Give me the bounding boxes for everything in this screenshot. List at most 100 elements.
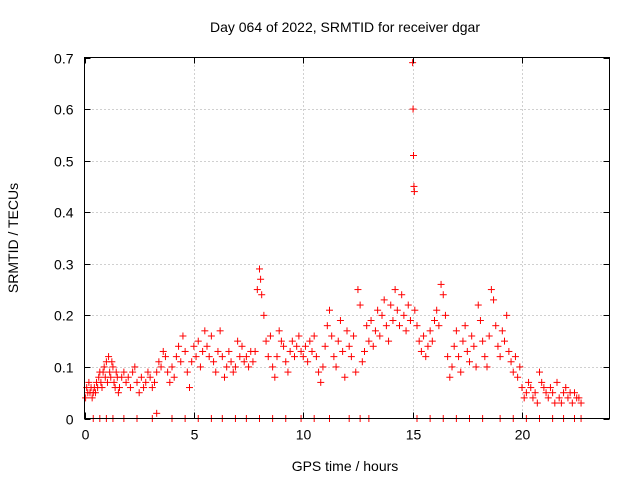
- data-point: [317, 378, 325, 386]
- data-point: [577, 399, 585, 407]
- data-point: [273, 353, 281, 361]
- tick-labels: 0 5 10 15 20 0 0.1 0.2 0.3 0.4 0.5 0.6 0.7: [54, 51, 530, 443]
- data-point: [380, 296, 388, 304]
- data-point: [159, 347, 167, 355]
- data-point: [95, 373, 103, 381]
- data-point: [98, 384, 106, 392]
- data-point: [531, 389, 539, 397]
- data-point: [245, 363, 253, 371]
- y-tick-label: 0.5: [54, 154, 74, 170]
- data-point: [238, 342, 246, 350]
- data-point: [410, 188, 418, 196]
- data-point: [538, 378, 546, 386]
- data-point: [109, 363, 117, 371]
- data-point: [431, 317, 438, 325]
- data-point: [433, 306, 441, 314]
- data-point: [153, 368, 161, 376]
- data-point: [367, 317, 375, 325]
- data-point: [393, 306, 401, 314]
- data-point: [544, 394, 552, 402]
- data-point: [282, 358, 290, 366]
- data-point: [306, 337, 314, 345]
- data-point: [404, 301, 412, 309]
- data-point: [106, 368, 114, 376]
- data-point: [336, 317, 344, 325]
- data-point: [140, 384, 148, 392]
- data-point: [476, 317, 484, 325]
- data-point: [249, 358, 257, 366]
- data-point: [82, 394, 90, 402]
- data-point: [91, 389, 99, 397]
- data-point: [376, 332, 384, 340]
- data-point: [391, 286, 399, 294]
- data-point: [522, 389, 530, 397]
- data-point: [129, 368, 137, 376]
- data-point: [266, 332, 274, 340]
- data-point: [216, 327, 224, 335]
- data-point: [490, 296, 498, 304]
- data-point: [161, 353, 169, 361]
- data-point: [343, 327, 351, 335]
- data-point: [100, 363, 108, 371]
- data-point: [133, 378, 141, 386]
- data-point: [183, 368, 191, 376]
- data-point: [242, 353, 250, 361]
- data-point: [97, 378, 105, 386]
- data-point: [361, 347, 368, 355]
- data-point: [188, 358, 196, 366]
- data-point: [363, 322, 371, 330]
- data-point: [518, 384, 526, 392]
- data-point: [107, 373, 115, 381]
- data-point: [120, 368, 128, 376]
- data-point: [511, 353, 519, 361]
- data-point: [234, 337, 242, 345]
- data-point: [201, 327, 209, 335]
- data-point: [485, 332, 493, 340]
- data-point: [452, 327, 460, 335]
- data-point: [291, 353, 298, 361]
- data-point: [501, 337, 508, 345]
- data-point: [319, 363, 327, 371]
- data-point: [236, 353, 244, 361]
- data-point: [463, 347, 471, 355]
- data-point: [269, 363, 277, 371]
- data-point: [385, 337, 393, 345]
- data-point: [122, 378, 130, 386]
- data-point: [422, 353, 430, 361]
- data-point: [262, 337, 270, 345]
- data-point: [498, 327, 506, 335]
- data-point: [214, 347, 222, 355]
- data-point: [536, 368, 543, 376]
- data-point: [280, 342, 288, 350]
- data-point: [400, 311, 408, 319]
- data-point: [297, 347, 305, 355]
- y-tick-label: 0.6: [54, 102, 74, 118]
- data-point: [474, 301, 482, 309]
- data-point: [251, 347, 259, 355]
- data-point: [256, 265, 263, 273]
- axis-ticks: [84, 57, 610, 420]
- data-point: [192, 353, 200, 361]
- data-point: [260, 311, 268, 319]
- plot-frame: [84, 57, 610, 419]
- data-point: [402, 327, 410, 335]
- data-point: [108, 358, 116, 366]
- data-point: [186, 384, 193, 392]
- data-point: [88, 394, 96, 402]
- data-point: [347, 353, 355, 361]
- x-tick-label: 10: [296, 427, 312, 443]
- data-point: [293, 342, 301, 350]
- y-tick-label: 0.1: [54, 360, 74, 376]
- data-point: [203, 342, 211, 350]
- data-point: [406, 317, 414, 325]
- data-point: [170, 373, 178, 381]
- data-point: [114, 389, 122, 397]
- data-point: [323, 322, 331, 330]
- data-point: [295, 332, 303, 340]
- data-point: [126, 384, 134, 392]
- data-point: [179, 332, 187, 340]
- data-point: [144, 368, 152, 376]
- data-point: [210, 358, 218, 366]
- x-axis-label: GPS time / hours: [292, 458, 399, 474]
- data-point: [354, 286, 362, 294]
